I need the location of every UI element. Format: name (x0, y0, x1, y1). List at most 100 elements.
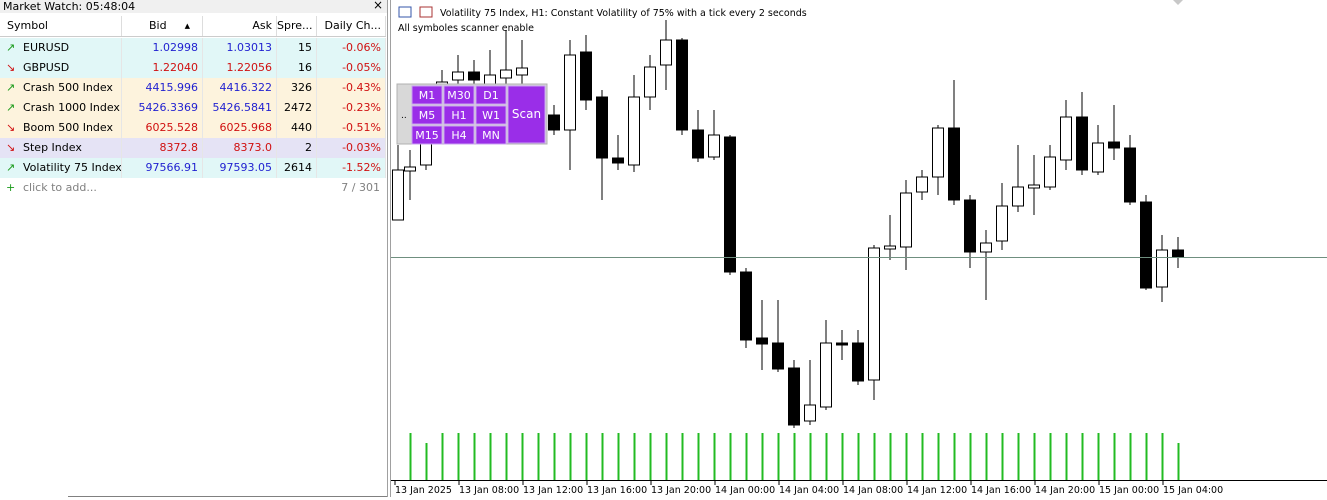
timeframe-button[interactable] (443, 85, 475, 105)
chart-icon (419, 6, 433, 18)
symbol-row[interactable]: Crash 1000 Index ↗ 5426.3369 5426.5841 2472-… (0, 98, 386, 119)
candle-body (820, 342, 832, 408)
chart: 13 Jan 2025 13 Jan 08:00 13 Jan 12:00 13 Ja… (391, 0, 1327, 496)
spread: 2614 (277, 158, 317, 178)
candle-body (1124, 147, 1136, 203)
timeframe-label[interactable]: D1 (483, 89, 498, 102)
timeframe-label[interactable]: W1 (482, 109, 500, 122)
symbol-row[interactable]: Volatility 75 Index ↗ 97566.91 97593.05 2614… (0, 158, 386, 179)
daily-change: -0.05% (317, 58, 386, 78)
add-symbol-row[interactable]: + click to add... 7 / 301 (0, 178, 386, 199)
timeframe-button[interactable] (443, 125, 475, 145)
symbol-row[interactable]: Boom 500 Index ↘ 6025.528 6025.968 440 -0.51% (0, 118, 386, 139)
add-icon: + (6, 181, 16, 194)
x-axis-label: 13 Jan 2025 (395, 485, 452, 496)
ask: 97593.05 (203, 158, 277, 178)
candle-body (932, 127, 944, 178)
column-header[interactable]: Symbol (0, 16, 122, 36)
trend-icon: ↘ (6, 141, 16, 154)
candle-body (756, 337, 768, 345)
candle-body (1108, 141, 1120, 149)
candle-body (964, 199, 976, 253)
candle-body (788, 367, 800, 426)
market-watch: Market Watch: 05:48:04 × Symbol Bid ▲ Ask Sp… (0, 0, 388, 497)
sort-icon: ▲ (184, 22, 190, 30)
candle-body (1172, 249, 1184, 258)
timeframe-label[interactable]: MN (482, 129, 500, 142)
timeframe-button[interactable] (411, 125, 443, 145)
daily-change: -0.51% (317, 118, 386, 138)
timeframe-label[interactable]: M1 (419, 89, 436, 102)
scroll-marker (1173, 0, 1183, 5)
symbol: Step Index ↘ (0, 138, 122, 158)
symbol-row[interactable]: Crash 500 Index ↗ 4415.996 4416.322 326 -0.43… (0, 78, 386, 99)
close-button[interactable]: × (372, 0, 383, 12)
x-axis-label: 13 Jan 20:00 (651, 485, 711, 496)
symbol: GBPUSD ↘ (0, 58, 122, 78)
symbol: Volatility 75 Index ↗ (0, 158, 122, 178)
candle-body (644, 66, 656, 98)
scanner-status: All symboles scanner enable (398, 23, 534, 34)
timeframe-button[interactable] (443, 105, 475, 125)
x-axis-label: 15 Jan 04:00 (1163, 485, 1223, 496)
bid: 8372.8 (122, 138, 203, 158)
symbol: Boom 500 Index ↘ (0, 118, 122, 138)
symbol: Crash 1000 Index ↗ (0, 98, 122, 118)
symbol-count: 7 / 301 (341, 181, 380, 194)
candle-body (740, 271, 752, 341)
timeframe-label[interactable]: M15 (415, 129, 439, 142)
candle-body (1156, 249, 1168, 288)
trend-icon: ↘ (6, 121, 16, 134)
symbol-row[interactable]: EURUSD ↗ 1.02998 1.03013 15 -0.06% (0, 38, 386, 59)
candle-body (612, 157, 624, 164)
timeframe-label[interactable]: M5 (419, 109, 436, 122)
ask: 1.03013 (203, 38, 277, 58)
column-header[interactable]: Bid ▲ (122, 16, 203, 36)
bid: 5426.3369 (122, 98, 203, 118)
candle-body (548, 114, 560, 131)
timeframe-label[interactable]: H4 (451, 129, 466, 142)
candle-body (468, 71, 480, 81)
x-axis-label: 15 Jan 00:00 (1099, 485, 1159, 496)
candle-body (996, 205, 1008, 242)
candle-body (564, 54, 576, 131)
x-axis-label: 14 Jan 16:00 (971, 485, 1031, 496)
ask: 6025.968 (203, 118, 277, 138)
timeframe-button[interactable] (475, 85, 507, 105)
daily-change: -0.03% (317, 138, 386, 158)
ask: 4416.322 (203, 78, 277, 98)
timeframe-label[interactable]: M30 (447, 89, 471, 102)
column-header[interactable]: Daily Ch... (317, 16, 386, 36)
trend-icon: ↗ (6, 41, 16, 54)
market-watch-title: Market Watch: 05:48:04 (3, 0, 136, 13)
timeframe-button[interactable] (475, 125, 507, 145)
ask: 5426.5841 (203, 98, 277, 118)
column-header[interactable]: Ask (203, 16, 277, 36)
bid: 1.02998 (122, 38, 203, 58)
symbol-row[interactable]: Step Index ↘ 8372.8 8373.0 2 -0.03% (0, 138, 386, 159)
symbol: EURUSD ↗ (0, 38, 122, 58)
panel-grip: .. (401, 111, 407, 121)
scan-button[interactable] (507, 85, 546, 144)
timeframe-button[interactable] (475, 105, 507, 125)
timeframe-button[interactable] (411, 85, 443, 105)
candle-body (580, 51, 592, 101)
add-symbol[interactable]: click to add... (23, 181, 97, 194)
chart-title: Volatility 75 Index, H1: Constant Volati… (440, 8, 807, 19)
scan-label[interactable]: Scan (512, 107, 541, 121)
spread: 440 (277, 118, 317, 138)
x-axis-label: 14 Jan 08:00 (843, 485, 903, 496)
timeframe-button[interactable] (411, 105, 443, 125)
candle-body (852, 342, 864, 382)
candle-body (452, 71, 464, 81)
symbol-row[interactable]: GBPUSD ↘ 1.22040 1.22056 16 -0.05% (0, 58, 386, 79)
trend-icon: ↗ (6, 81, 16, 94)
bid: 97566.91 (122, 158, 203, 178)
column-header[interactable]: Spre... (277, 16, 317, 36)
trend-icon: ↗ (6, 161, 16, 174)
timeframe-label[interactable]: H1 (451, 109, 466, 122)
candle-body (708, 134, 720, 158)
candle-body (392, 169, 404, 221)
candle-body (772, 342, 784, 370)
